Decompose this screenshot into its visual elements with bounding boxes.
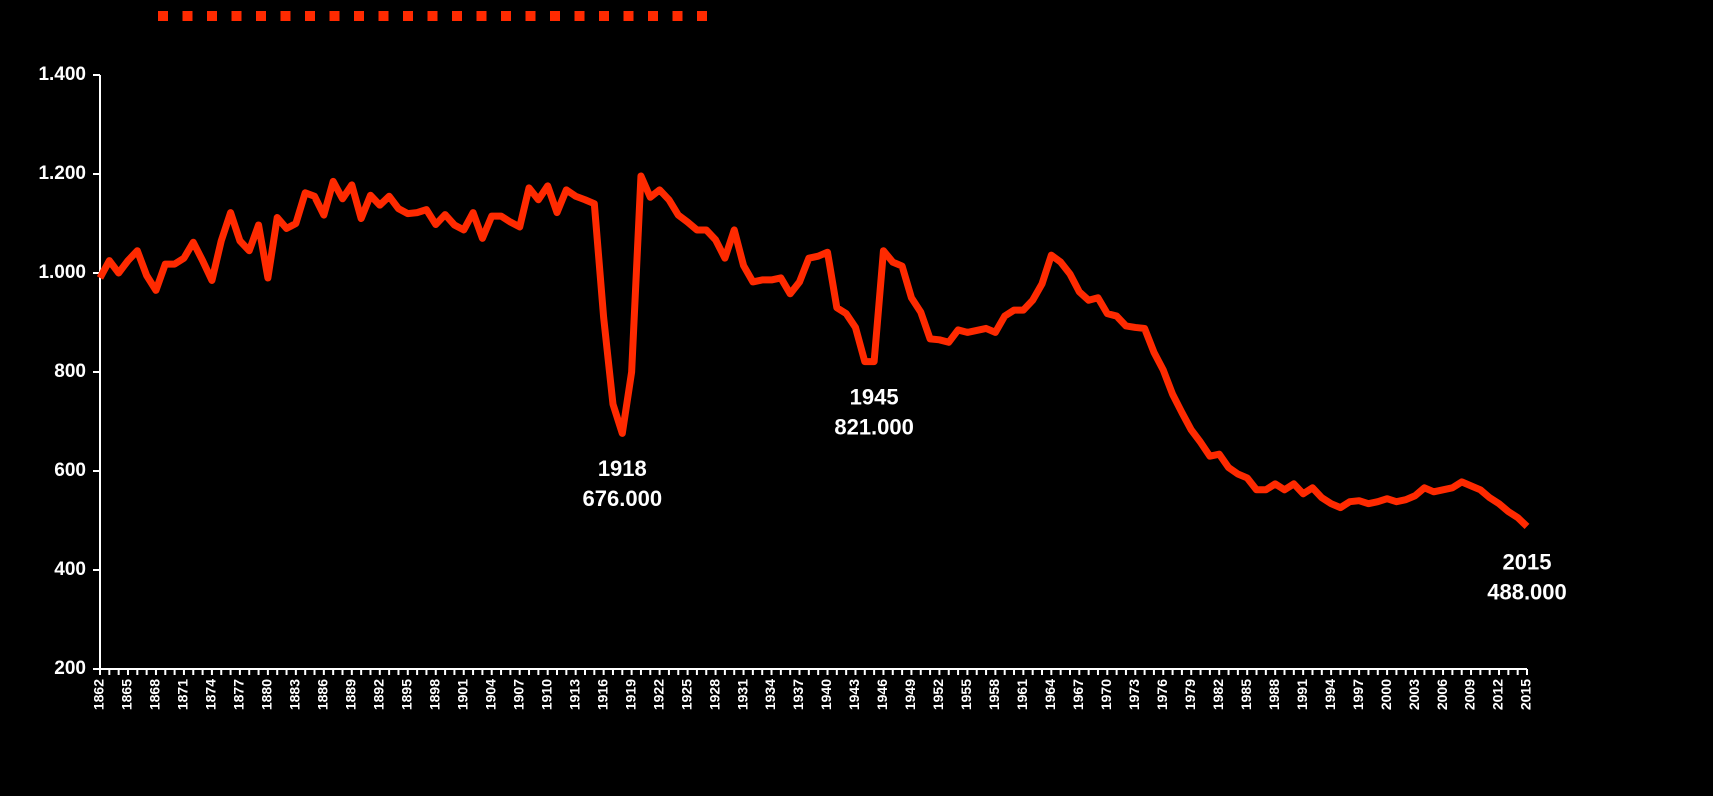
x-tick-label: 1922 [650,679,666,710]
x-tick-label: 1958 [986,679,1002,710]
x-tick-label: 1976 [1154,679,1170,710]
y-tick-label: 800 [54,361,86,382]
x-tick-label: 2009 [1462,679,1478,710]
x-tick-label: 1961 [1014,679,1030,710]
x-tick-label: 1940 [818,679,834,710]
data-line [96,172,1530,529]
x-tick-label: 1988 [1266,679,1282,710]
x-tick-label: 1877 [231,679,247,710]
y-tick-label: 400 [54,559,86,580]
x-tick-label: 1937 [790,679,806,710]
x-tick-label: 1934 [762,679,778,710]
x-tick-label: 1889 [343,679,359,710]
x-tick-label: 1907 [510,679,526,710]
x-tick-label: 1913 [566,679,582,710]
x-tick-label: 1994 [1322,679,1338,710]
x-tick-label: 1904 [482,679,498,710]
x-tick-label: 1880 [259,679,275,710]
x-tick-label: 1865 [119,679,135,710]
x-tick-label: 1967 [1070,679,1086,710]
x-tick-label: 1970 [1098,679,1114,710]
x-tick-label: 2003 [1406,679,1422,710]
y-tick-label: 1.400 [38,64,86,85]
annotation-year: 1945 [850,384,899,409]
x-tick-label: 1925 [678,679,694,710]
x-tick-label: 1901 [454,679,470,710]
x-tick-label: 1898 [426,679,442,710]
x-tick-label: 1973 [1126,679,1142,710]
x-tick-label: 1862 [91,679,107,710]
x-tick-label: 1979 [1182,679,1198,710]
x-tick-label: 1943 [846,679,862,710]
y-tick-label: 1.000 [38,262,86,283]
x-tick-label: 1985 [1238,679,1254,710]
x-tick-label: 1886 [315,679,331,710]
x-tick-label: 1892 [371,679,387,710]
x-tick-label: 2000 [1378,679,1394,710]
x-tick-label: 1895 [398,679,414,710]
y-tick-label: 1.200 [38,163,86,184]
annotation-year: 2015 [1503,549,1552,574]
x-tick-label: 1952 [930,679,946,710]
annotation-value: 488.000 [1487,579,1567,604]
x-tick-label: 1946 [874,679,890,710]
x-tick-label: 1919 [622,679,638,710]
x-tick-label: 1868 [147,679,163,710]
x-tick-label: 1991 [1294,679,1310,710]
annotation-year: 1918 [598,456,647,481]
x-tick-label: 1910 [538,679,554,710]
x-tick-label: 1997 [1350,679,1366,710]
y-tick-label: 600 [54,460,86,481]
annotation-value: 821.000 [834,414,914,439]
annotation-value: 676.000 [583,486,663,511]
x-tick-label: 2006 [1434,679,1450,710]
x-tick-label: 2012 [1490,679,1506,710]
x-tick-label: 1871 [175,679,191,710]
x-tick-label: 1874 [203,679,219,710]
x-tick-label: 1955 [958,679,974,710]
x-tick-label: 1931 [734,679,750,710]
x-tick-label: 1949 [902,679,918,710]
x-tick-label: 1916 [594,679,610,710]
x-tick-label: 1982 [1210,679,1226,710]
x-tick-label: 1928 [706,679,722,710]
x-tick-label: 1964 [1042,679,1058,710]
y-tick-label: 200 [54,658,86,679]
x-tick-label: 2015 [1518,679,1534,710]
x-tick-label: 1883 [287,679,303,710]
